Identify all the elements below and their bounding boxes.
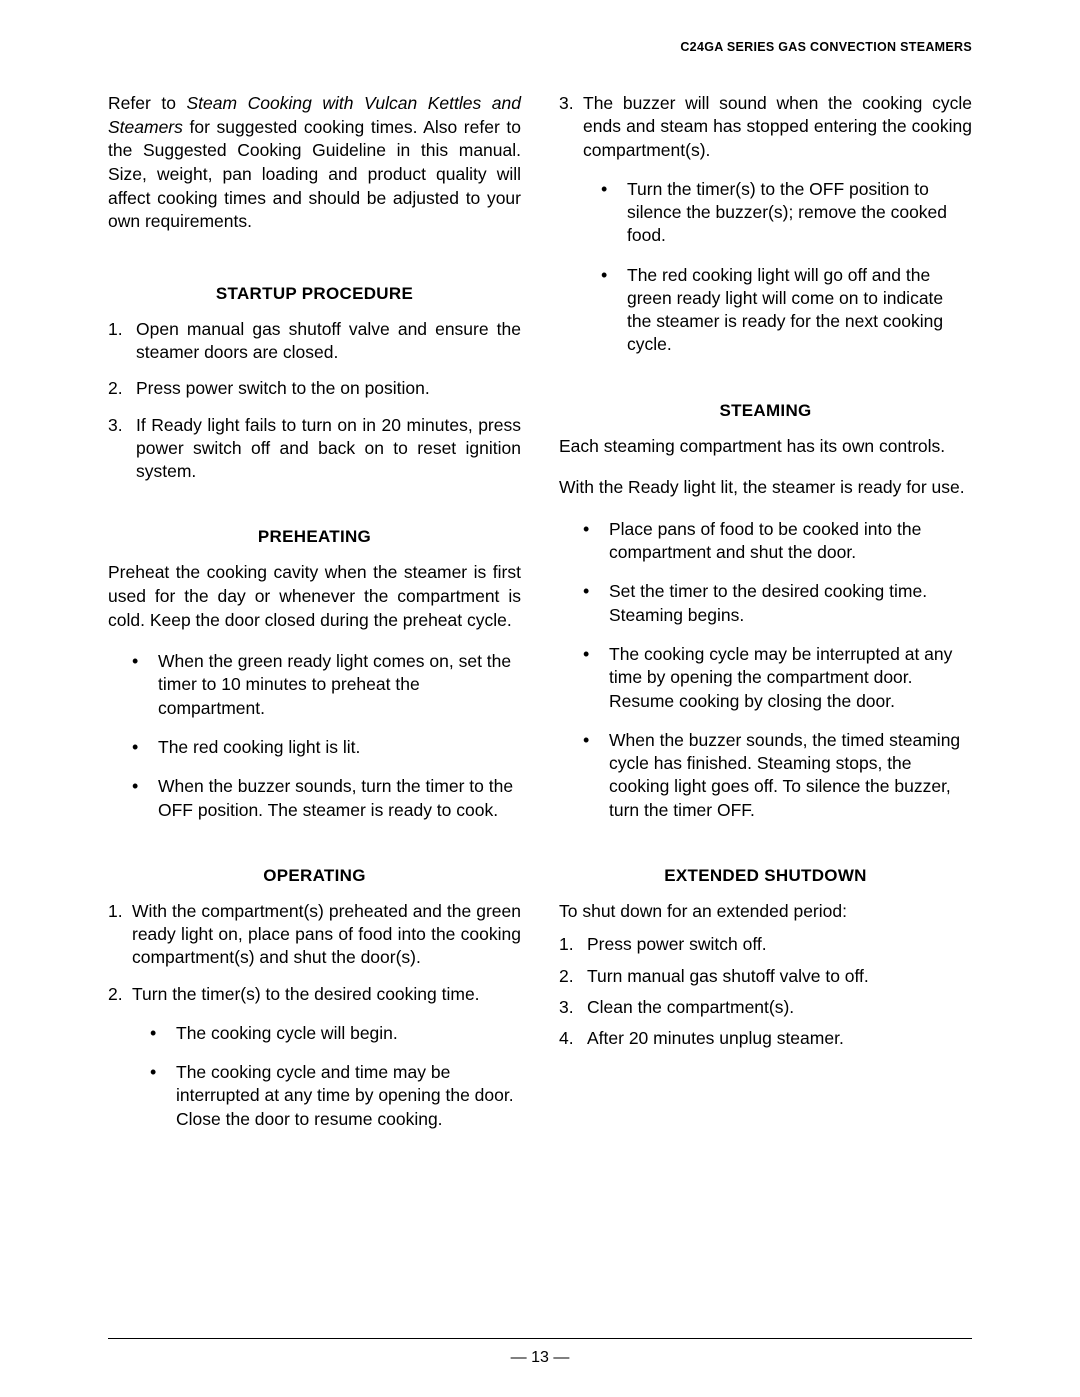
shutdown-section: EXTENDED SHUTDOWN To shut down for an ex… [559, 866, 972, 1051]
preheating-para: Preheat the cooking cavity when the stea… [108, 561, 521, 632]
startup-section: STARTUP PROCEDURE 1. Open manual gas shut… [108, 284, 521, 484]
preheating-heading: PREHEATING [108, 527, 521, 547]
operating-text: The buzzer will sound when the cooking c… [583, 93, 972, 160]
footer-rule [108, 1338, 972, 1339]
list-number: 3. [559, 996, 574, 1019]
intro-paragraph: Refer to Steam Cooking with Vulcan Kettl… [108, 92, 521, 234]
operating-list-left: 1. With the compartment(s) preheated and … [108, 900, 521, 1131]
steaming-para2: With the Ready light lit, the steamer is… [559, 476, 972, 500]
preheating-bullet: The red cooking light is lit. [108, 736, 521, 759]
list-number: 2. [108, 377, 123, 400]
list-number: 3. [559, 92, 574, 115]
startup-heading: STARTUP PROCEDURE [108, 284, 521, 304]
operating-item: 2. Turn the timer(s) to the desired cooki… [108, 983, 521, 1131]
list-number: 1. [559, 933, 574, 956]
shutdown-text: Turn manual gas shutoff valve to off. [587, 966, 869, 986]
operating-item: 3. The buzzer will sound when the cooking… [559, 92, 972, 357]
shutdown-item: 3. Clean the compartment(s). [559, 996, 972, 1019]
list-number: 2. [108, 983, 123, 1006]
operating-sub-bullet: The cooking cycle will begin. [132, 1022, 521, 1045]
shutdown-item: 1. Press power switch off. [559, 933, 972, 956]
shutdown-list: 1. Press power switch off. 2. Turn manual … [559, 933, 972, 1050]
steaming-section: STEAMING Each steaming compartment has i… [559, 401, 972, 822]
operating-sub2: The cooking cycle will begin. The cookin… [132, 1022, 521, 1131]
operating-section-right: 3. The buzzer will sound when the cooking… [559, 92, 972, 357]
list-number: 3. [108, 414, 123, 437]
content-columns: Refer to Steam Cooking with Vulcan Kettl… [108, 92, 972, 1192]
list-number: 2. [559, 965, 574, 988]
steaming-bullet: Set the timer to the desired cooking tim… [559, 580, 972, 627]
preheating-bullet: When the buzzer sounds, turn the timer t… [108, 775, 521, 822]
preheating-section: PREHEATING Preheat the cooking cavity wh… [108, 527, 521, 821]
shutdown-para: To shut down for an extended period: [559, 900, 972, 924]
operating-list-right: 3. The buzzer will sound when the cooking… [559, 92, 972, 357]
startup-item: 1. Open manual gas shutoff valve and ensu… [108, 318, 521, 365]
shutdown-text: Clean the compartment(s). [587, 997, 794, 1017]
list-number: 4. [559, 1027, 574, 1050]
steaming-bullet: Place pans of food to be cooked into the… [559, 518, 972, 565]
operating-sub-bullet: Turn the timer(s) to the OFF position to… [583, 178, 972, 248]
operating-item: 1. With the compartment(s) preheated and … [108, 900, 521, 970]
shutdown-text: After 20 minutes unplug steamer. [587, 1028, 844, 1048]
steaming-para1: Each steaming compartment has its own co… [559, 435, 972, 459]
shutdown-item: 4. After 20 minutes unplug steamer. [559, 1027, 972, 1050]
list-number: 1. [108, 900, 123, 923]
startup-list: 1. Open manual gas shutoff valve and ensu… [108, 318, 521, 484]
operating-sub3: Turn the timer(s) to the OFF position to… [583, 178, 972, 357]
preheating-bullets: When the green ready light comes on, set… [108, 650, 521, 822]
startup-text: If Ready light fails to turn on in 20 mi… [136, 415, 521, 482]
operating-heading: OPERATING [108, 866, 521, 886]
operating-text: With the compartment(s) preheated and th… [132, 901, 521, 968]
shutdown-item: 2. Turn manual gas shutoff valve to off. [559, 965, 972, 988]
intro-prefix: Refer to [108, 93, 186, 113]
startup-item: 3. If Ready light fails to turn on in 20 … [108, 414, 521, 484]
list-number: 1. [108, 318, 123, 341]
steaming-bullet: The cooking cycle may be interrupted at … [559, 643, 972, 713]
steaming-heading: STEAMING [559, 401, 972, 421]
startup-text: Open manual gas shutoff valve and ensure… [136, 319, 521, 362]
startup-item: 2. Press power switch to the on position. [108, 377, 521, 400]
operating-sub-bullet: The cooking cycle and time may be interr… [132, 1061, 521, 1131]
preheating-bullet: When the green ready light comes on, set… [108, 650, 521, 720]
page-number: — 13 — [0, 1349, 1080, 1367]
operating-section-left: OPERATING 1. With the compartment(s) preh… [108, 866, 521, 1131]
steaming-bullets: Place pans of food to be cooked into the… [559, 518, 972, 822]
steaming-bullet: When the buzzer sounds, the timed steami… [559, 729, 972, 822]
shutdown-heading: EXTENDED SHUTDOWN [559, 866, 972, 886]
operating-sub-bullet: The red cooking light will go off and th… [583, 264, 972, 357]
startup-text: Press power switch to the on position. [136, 378, 430, 398]
left-column: Refer to Steam Cooking with Vulcan Kettl… [108, 92, 521, 1192]
shutdown-text: Press power switch off. [587, 934, 767, 954]
page-header: C24GA SERIES GAS CONVECTION STEAMERS [108, 40, 972, 54]
right-column: 3. The buzzer will sound when the cooking… [559, 92, 972, 1192]
operating-text: Turn the timer(s) to the desired cooking… [132, 984, 480, 1004]
